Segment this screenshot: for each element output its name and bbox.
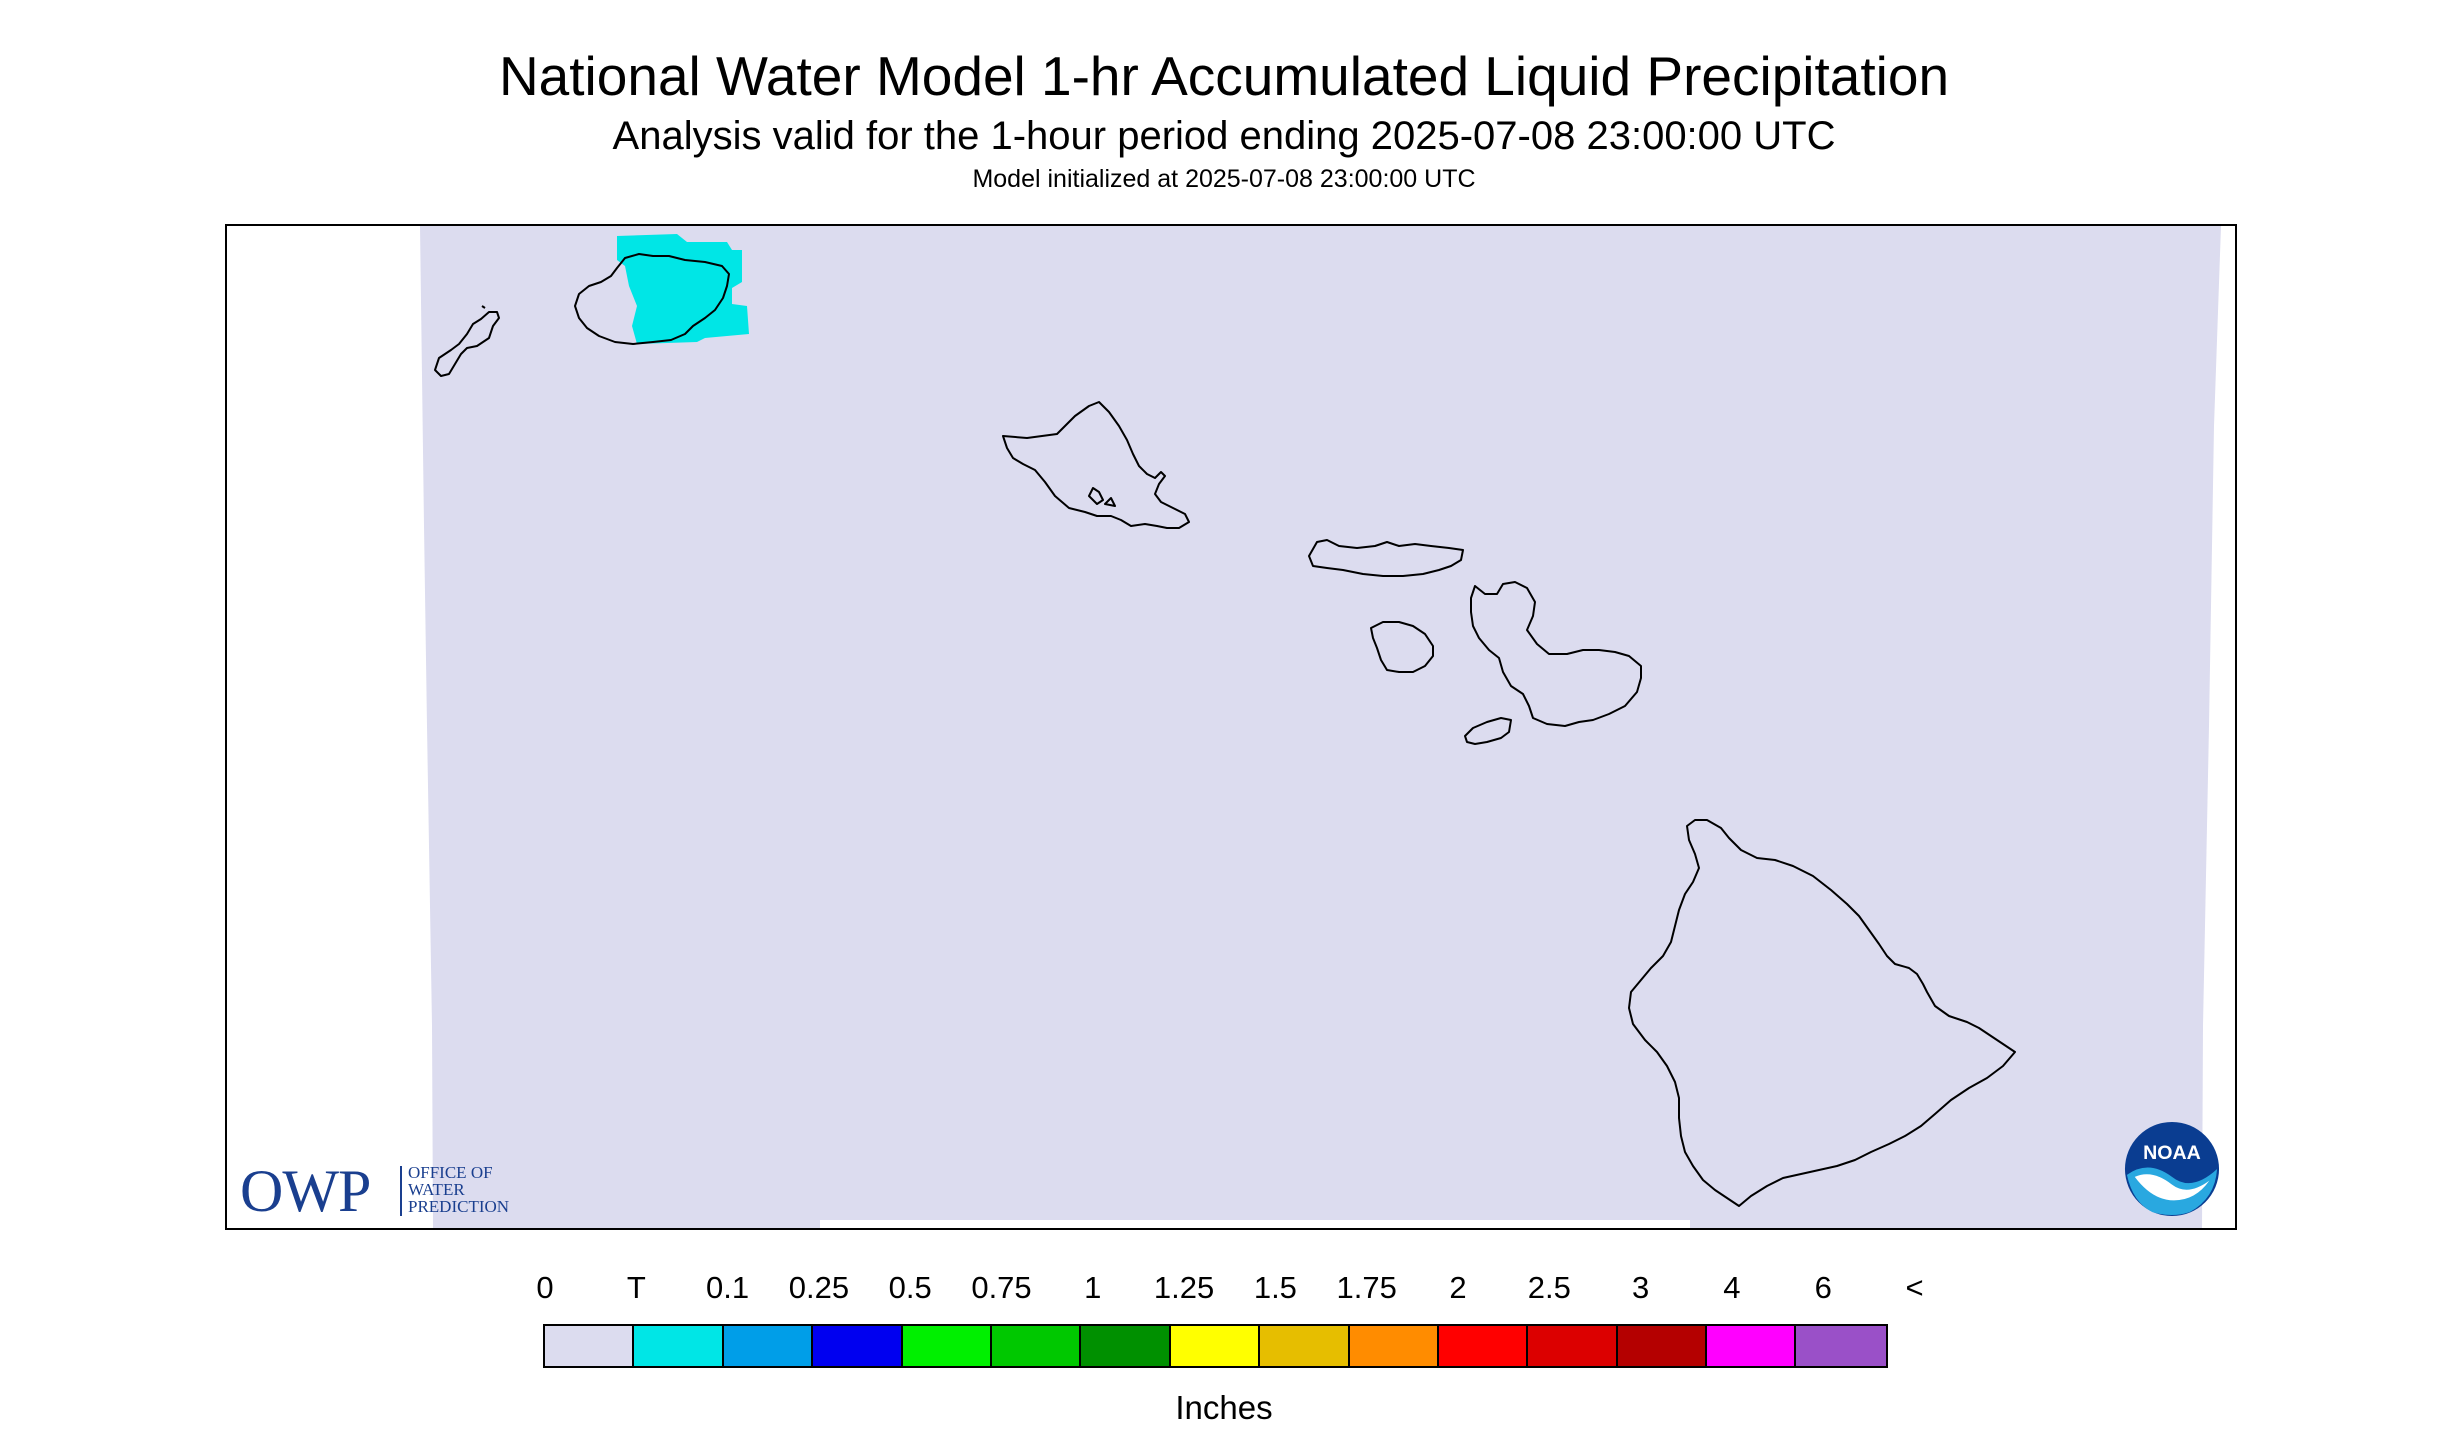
legend-label: 1.5: [1253, 1270, 1297, 1305]
legend-swatch: [1081, 1326, 1171, 1366]
noaa-logo-text: NOAA: [2143, 1142, 2201, 1164]
legend-label: 0: [536, 1270, 554, 1305]
legend-swatch: [1707, 1326, 1797, 1366]
legend-label: 1.75: [1336, 1270, 1397, 1305]
owp-logo-text: OFFICE OF WATER PREDICTION: [408, 1164, 509, 1215]
island-kahoolawe: [1464, 717, 1512, 745]
noaa-logo: NOAA: [2124, 1121, 2220, 1217]
island-molokai: [1308, 539, 1464, 577]
legend-swatch: [813, 1326, 903, 1366]
island-niihau: [434, 305, 500, 377]
legend-label: 1: [1084, 1270, 1102, 1305]
owp-logo-line: PREDICTION: [408, 1197, 510, 1216]
legend-swatch: [723, 1326, 814, 1366]
legend-label: 2.5: [1527, 1270, 1571, 1305]
map-subtitle: Analysis valid for the 1-hour period end…: [612, 114, 1836, 158]
owp-logo: OWP OFFICE OF WATER PREDICTION: [240, 1160, 560, 1222]
owp-logo-divider: [400, 1166, 402, 1216]
island-kauai: [574, 253, 730, 345]
legend-label: 0.1: [706, 1270, 750, 1305]
map-panel: [225, 224, 2237, 1230]
legend-swatch: [545, 1326, 635, 1366]
hawaii-map: [420, 226, 2221, 1228]
island-maui: [1470, 581, 1642, 727]
legend-swatch: [1796, 1326, 1886, 1366]
coastlines: [434, 253, 2016, 1207]
island-lanai: [1370, 621, 1434, 673]
legend-label: 0.5: [888, 1270, 932, 1305]
model-init-time: Model initialized at 2025-07-08 23:00:00…: [972, 165, 1476, 193]
legend-swatch: [634, 1326, 724, 1366]
owp-logo-line: OFFICE OF: [408, 1163, 493, 1182]
analysis-domain: [420, 226, 2221, 1228]
legend-label: 6: [1814, 1270, 1832, 1305]
legend-labels: 0 T 0.1 0.25 0.5 0.75 1 1.25 1.5 1.75 2 2.5 3 4 6 <: [0, 1270, 2448, 1310]
legend-swatch: [1260, 1326, 1350, 1366]
legend-label: T: [626, 1270, 646, 1305]
legend-swatch: [1349, 1326, 1439, 1366]
island-oahu: [1002, 401, 1190, 529]
legend-label: 3: [1631, 1270, 1650, 1305]
legend-label: 0.25: [788, 1270, 850, 1305]
legend-swatch: [1438, 1326, 1529, 1366]
map-title: National Water Model 1-hr Accumulated Li…: [498, 45, 1950, 107]
precip-patch-kauai: [617, 234, 749, 344]
island-hawaii: [1628, 819, 2016, 1207]
legend-color-bar: [543, 1324, 1888, 1368]
domain-gap-left: [820, 1220, 1690, 1228]
legend-swatch: [1170, 1326, 1261, 1366]
legend-label: 2: [1449, 1270, 1467, 1305]
legend-swatch: [1617, 1326, 1708, 1366]
owp-logo-line: WATER: [408, 1180, 465, 1199]
legend-label: 4: [1723, 1270, 1741, 1305]
legend-label: 0.75: [971, 1270, 1032, 1305]
legend-swatch: [902, 1326, 992, 1366]
owp-logo-mark: OWP: [240, 1158, 371, 1224]
legend-swatch: [1528, 1326, 1618, 1366]
legend-units: Inches: [1175, 1389, 1273, 1426]
legend-label: <: [1905, 1270, 1924, 1305]
legend-swatch: [991, 1326, 1082, 1366]
legend-label: 1.25: [1153, 1270, 1215, 1305]
